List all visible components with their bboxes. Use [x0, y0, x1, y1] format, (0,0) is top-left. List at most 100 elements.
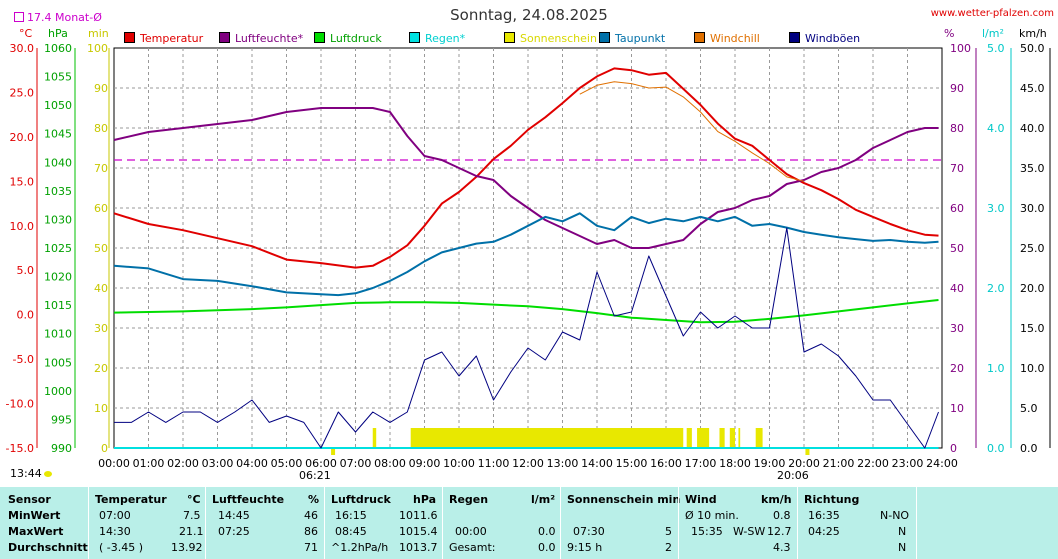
series-line-temperatur	[113, 67, 939, 269]
stats-table: Sensor MinWert MaxWert Durchschnitt Temp…	[0, 487, 1058, 559]
temp-min-time: 07:00	[99, 509, 131, 522]
tick-label-x: 06:00	[305, 457, 337, 470]
chart-title: Sonntag, 24.08.2025	[450, 6, 608, 24]
sunshine-bar	[372, 428, 377, 448]
tick-label-hpa: 1050	[44, 99, 72, 112]
pressure-max-value: 1015.4	[399, 525, 438, 538]
tick-label-x: 22:00	[857, 457, 889, 470]
tick-label-lm2: 2.0	[987, 282, 1005, 295]
sunshine-bar	[738, 428, 741, 448]
tick-label-x: 17:00	[685, 457, 717, 470]
legend-swatch	[314, 32, 325, 43]
sun-icon	[43, 471, 52, 477]
tick-label-hpa: 1010	[44, 328, 72, 341]
tick-label-x: 16:00	[650, 457, 682, 470]
tick-label-x: 02:00	[167, 457, 199, 470]
tick-label-hpa: 1040	[44, 156, 72, 169]
sunshine-bar	[686, 428, 692, 448]
series-line-windchill	[579, 81, 805, 182]
series-line-luftdruck	[113, 299, 939, 324]
legend-pressure: Luftdruck	[314, 32, 382, 45]
temperature-unit: °C	[187, 493, 201, 506]
tick-label-min: 90	[94, 82, 108, 95]
tick-label-percent: 40	[950, 282, 964, 295]
month-average-label: 17.4 Monat-Ø	[14, 11, 102, 24]
tick-label-hpa: 1030	[44, 213, 72, 226]
tick-label-x: 13:00	[547, 457, 579, 470]
series-line-taupunkt	[113, 212, 939, 297]
tick-label-x: 04:00	[236, 457, 268, 470]
tick-label-percent: 70	[950, 162, 964, 175]
tick-label-x: 09:00	[409, 457, 441, 470]
sunset-tick	[805, 449, 810, 455]
temp-max-time: 14:30	[99, 525, 131, 538]
tick-label-min: 60	[94, 202, 108, 215]
pressure-column: Luftdruck hPa 16:15 1011.6 08:45 1015.4 …	[324, 487, 438, 559]
wind-avg10-label: Ø 10 min.	[685, 509, 739, 522]
wind-max-direction: W-SW	[733, 525, 766, 538]
sunrise-clock-marker: 13:44	[10, 467, 52, 480]
tick-label-kmh: 50.0	[1020, 42, 1045, 55]
legend-swatch	[124, 32, 135, 43]
tick-label-min: 0	[101, 442, 108, 455]
axis-header-lm2: l/m²	[982, 27, 1004, 40]
temp-avg-note: ( -3.45 )	[99, 541, 144, 554]
tick-label-x: 00:00	[98, 457, 130, 470]
tick-label-celsius: 0.0	[17, 309, 35, 322]
legend-swatch	[409, 32, 420, 43]
tick-label-min: 20	[94, 362, 108, 375]
legend-label: Taupunkt	[615, 32, 666, 45]
tick-label-x: 07:00	[340, 457, 372, 470]
tick-label-x: 05:00	[271, 457, 303, 470]
sensor-header: Sensor	[8, 493, 51, 506]
axis-header-kmh: km/h	[1019, 27, 1047, 40]
tick-label-hpa: 990	[51, 442, 72, 455]
tick-label-celsius: 20.0	[10, 131, 35, 144]
temp-max-value: 21.1	[179, 525, 204, 538]
sunshine-bar	[410, 428, 684, 448]
humidity-min-value: 46	[304, 509, 318, 522]
tick-label-percent: 90	[950, 82, 964, 95]
site-link[interactable]: www.wetter-pfalzen.com	[930, 8, 1054, 19]
sun-column: Sonnenschein min 07:30 5 9:15 h 2	[560, 487, 680, 559]
humidity-min-time: 14:45	[218, 509, 250, 522]
rain-column: Regen l/m² 00:00 0.0 Gesamt: 0.0	[442, 487, 556, 559]
sunrise-tick	[331, 449, 336, 455]
tick-label-hpa: 1020	[44, 271, 72, 284]
axis-header-percent: %	[944, 27, 955, 40]
tick-label-kmh: 15.0	[1020, 322, 1045, 335]
rain-header: Regen	[449, 493, 489, 506]
tick-label-min: 100	[87, 42, 108, 55]
tick-label-x: 03:00	[202, 457, 234, 470]
pressure-header: Luftdruck	[331, 493, 391, 506]
tick-label-celsius: -15.0	[6, 442, 34, 455]
sun-max-time: 07:30	[573, 525, 605, 538]
tick-label-x: 19:00	[754, 457, 786, 470]
tick-label-kmh: 35.0	[1020, 162, 1045, 175]
temp-min-value: 7.5	[183, 509, 201, 522]
sun-avg-value: 2	[665, 541, 672, 554]
sun-header: Sonnenschein min	[567, 493, 681, 506]
sunrise-marker: 06:21	[299, 469, 331, 482]
sunshine-bar	[755, 428, 763, 448]
month-average-text: 17.4 Monat-Ø	[27, 11, 102, 24]
direction-column: Richtung 16:35 N-NO 04:25 N N	[797, 487, 909, 559]
tick-label-percent: 100	[950, 42, 971, 55]
sun-total-hours: 9:15 h	[567, 541, 603, 554]
tick-label-percent: 60	[950, 202, 964, 215]
axis-header-hpa: hPa	[48, 27, 68, 40]
humidity-column: Luftfeuchte % 14:45 46 07:25 86 71	[205, 487, 319, 559]
direction-min-time: 16:35	[808, 509, 840, 522]
tick-label-lm2: 5.0	[987, 42, 1005, 55]
axis-header-min: min	[88, 27, 109, 40]
tick-label-kmh: 20.0	[1020, 282, 1045, 295]
axis-header-celsius: °C	[19, 27, 33, 40]
legend-swatch	[219, 32, 230, 43]
sensor-row-min: MinWert	[8, 509, 61, 522]
tick-label-min: 80	[94, 122, 108, 135]
series-line-luftfeuchte	[113, 107, 939, 249]
humidity-max-value: 86	[304, 525, 318, 538]
sensor-row-max: MaxWert	[8, 525, 64, 538]
legend-label: Temperatur	[140, 32, 204, 45]
tick-label-min: 70	[94, 162, 108, 175]
